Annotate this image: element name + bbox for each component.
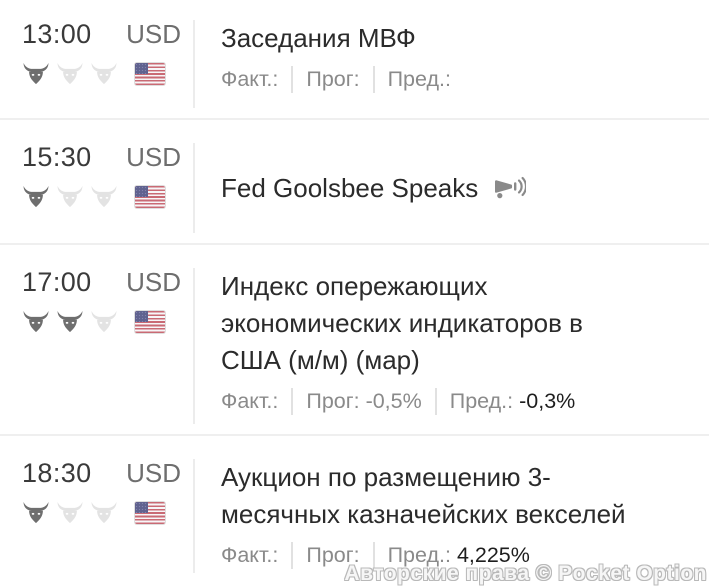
- event-currency: USD: [126, 142, 181, 172]
- event-title: Аукцион по размещению 3- месячных казнач…: [221, 462, 626, 529]
- forecast-label: Прог:: [306, 543, 360, 567]
- bull-icon: [57, 310, 83, 333]
- event-meta: 18:30 USD: [0, 459, 193, 573]
- bull-icon: [23, 310, 49, 333]
- importance-bulls: [22, 501, 118, 524]
- value-divider: [434, 388, 437, 415]
- bull-icon: [91, 62, 117, 85]
- bull-icon: [57, 185, 83, 208]
- event-row[interactable]: 17:00 USD Индекс опережающих экономическ…: [0, 243, 709, 434]
- us-flag-icon: [135, 501, 165, 524]
- forecast-label: Прог:: [306, 389, 360, 413]
- copyright-watermark: Авторские права © Pocket Option: [344, 562, 707, 585]
- event-values: Факт.: Прог: Пред.:: [221, 66, 701, 93]
- event-title: Заседания МВФ: [221, 23, 416, 53]
- forecast-label: Прог:: [306, 67, 360, 91]
- actual-label: Факт.:: [221, 389, 279, 413]
- event-values: Факт.: Прог: Пред.: 4,225%: [221, 542, 701, 569]
- event-time: 15:30: [22, 142, 92, 172]
- event-currency: USD: [126, 267, 181, 297]
- bull-icon: [91, 310, 117, 333]
- actual-label: Факт.:: [221, 67, 279, 91]
- bull-icon: [57, 501, 83, 524]
- value-divider: [372, 66, 375, 93]
- importance-bulls: [22, 310, 118, 333]
- event-time: 13:00: [22, 19, 92, 49]
- value-divider: [291, 542, 294, 569]
- us-flag-icon: [135, 310, 165, 333]
- bull-icon: [57, 62, 83, 85]
- event-title: Fed Goolsbee Speaks: [221, 172, 479, 203]
- event-title: Индекс опережающих экономических индикат…: [221, 271, 583, 375]
- event-row[interactable]: 13:00 USD Заседания МВФ Факт.: Прог: Пре…: [0, 0, 709, 118]
- event-meta: 17:00 USD: [0, 268, 193, 424]
- bull-icon: [91, 501, 117, 524]
- previous-value: -0,3%: [519, 389, 576, 413]
- value-divider: [372, 542, 375, 569]
- value-divider: [291, 388, 294, 415]
- event-time: 18:30: [22, 458, 92, 488]
- previous-label: Пред.:: [387, 543, 451, 567]
- importance-bulls: [22, 62, 118, 85]
- bull-icon: [23, 185, 49, 208]
- bull-icon: [23, 62, 49, 85]
- event-row[interactable]: 18:30 USD Аукцион по размещению 3- месяч…: [0, 434, 709, 583]
- megaphone-icon: [493, 176, 527, 201]
- event-currency: USD: [126, 19, 181, 49]
- event-meta: 13:00 USD: [0, 20, 193, 108]
- us-flag-icon: [135, 62, 165, 85]
- event-time: 17:00: [22, 267, 92, 297]
- previous-value: 4,225%: [456, 543, 530, 567]
- us-flag-icon: [135, 185, 165, 208]
- event-row[interactable]: 15:30 USD Fed Goolsbee Speaks: [0, 118, 709, 243]
- actual-label: Факт.:: [221, 543, 279, 567]
- forecast-value: -0,5%: [365, 389, 422, 413]
- previous-label: Пред.:: [387, 67, 451, 91]
- event-currency: USD: [126, 458, 181, 488]
- event-meta: 15:30 USD: [0, 143, 193, 233]
- bull-icon: [91, 185, 117, 208]
- bull-icon: [23, 501, 49, 524]
- importance-bulls: [22, 185, 118, 208]
- previous-label: Пред.:: [449, 389, 514, 413]
- event-values: Факт.: Прог: -0,5% Пред.: -0,3%: [221, 388, 701, 415]
- value-divider: [291, 66, 294, 93]
